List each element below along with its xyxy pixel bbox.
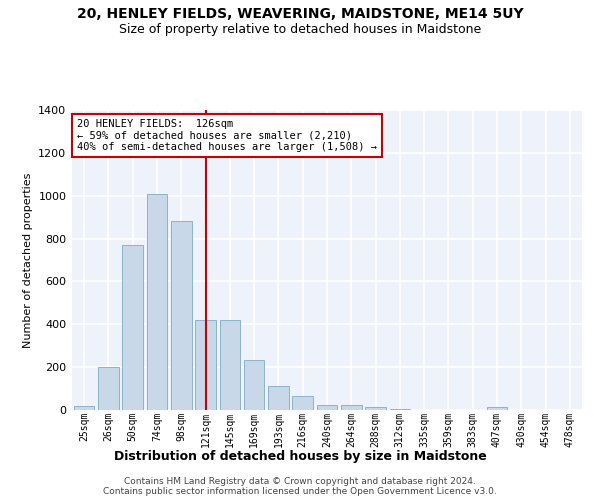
Bar: [244, 360, 265, 410]
Text: 20, HENLEY FIELDS, WEAVERING, MAIDSTONE, ME14 5UY: 20, HENLEY FIELDS, WEAVERING, MAIDSTONE,…: [77, 8, 523, 22]
Bar: [365, 407, 386, 410]
Bar: [220, 320, 240, 410]
Text: Contains public sector information licensed under the Open Government Licence v3: Contains public sector information licen…: [103, 488, 497, 496]
Text: Distribution of detached houses by size in Maidstone: Distribution of detached houses by size …: [113, 450, 487, 463]
Bar: [146, 194, 167, 410]
Bar: [487, 407, 508, 410]
Bar: [171, 222, 191, 410]
Bar: [122, 245, 143, 410]
Y-axis label: Number of detached properties: Number of detached properties: [23, 172, 33, 348]
Text: Size of property relative to detached houses in Maidstone: Size of property relative to detached ho…: [119, 22, 481, 36]
Bar: [74, 406, 94, 410]
Bar: [341, 404, 362, 410]
Bar: [195, 320, 216, 410]
Text: 20 HENLEY FIELDS:  126sqm
← 59% of detached houses are smaller (2,210)
40% of se: 20 HENLEY FIELDS: 126sqm ← 59% of detach…: [77, 119, 377, 152]
Bar: [317, 404, 337, 410]
Text: Contains HM Land Registry data © Crown copyright and database right 2024.: Contains HM Land Registry data © Crown c…: [124, 478, 476, 486]
Bar: [98, 367, 119, 410]
Bar: [389, 409, 410, 410]
Bar: [268, 386, 289, 410]
Bar: [292, 396, 313, 410]
